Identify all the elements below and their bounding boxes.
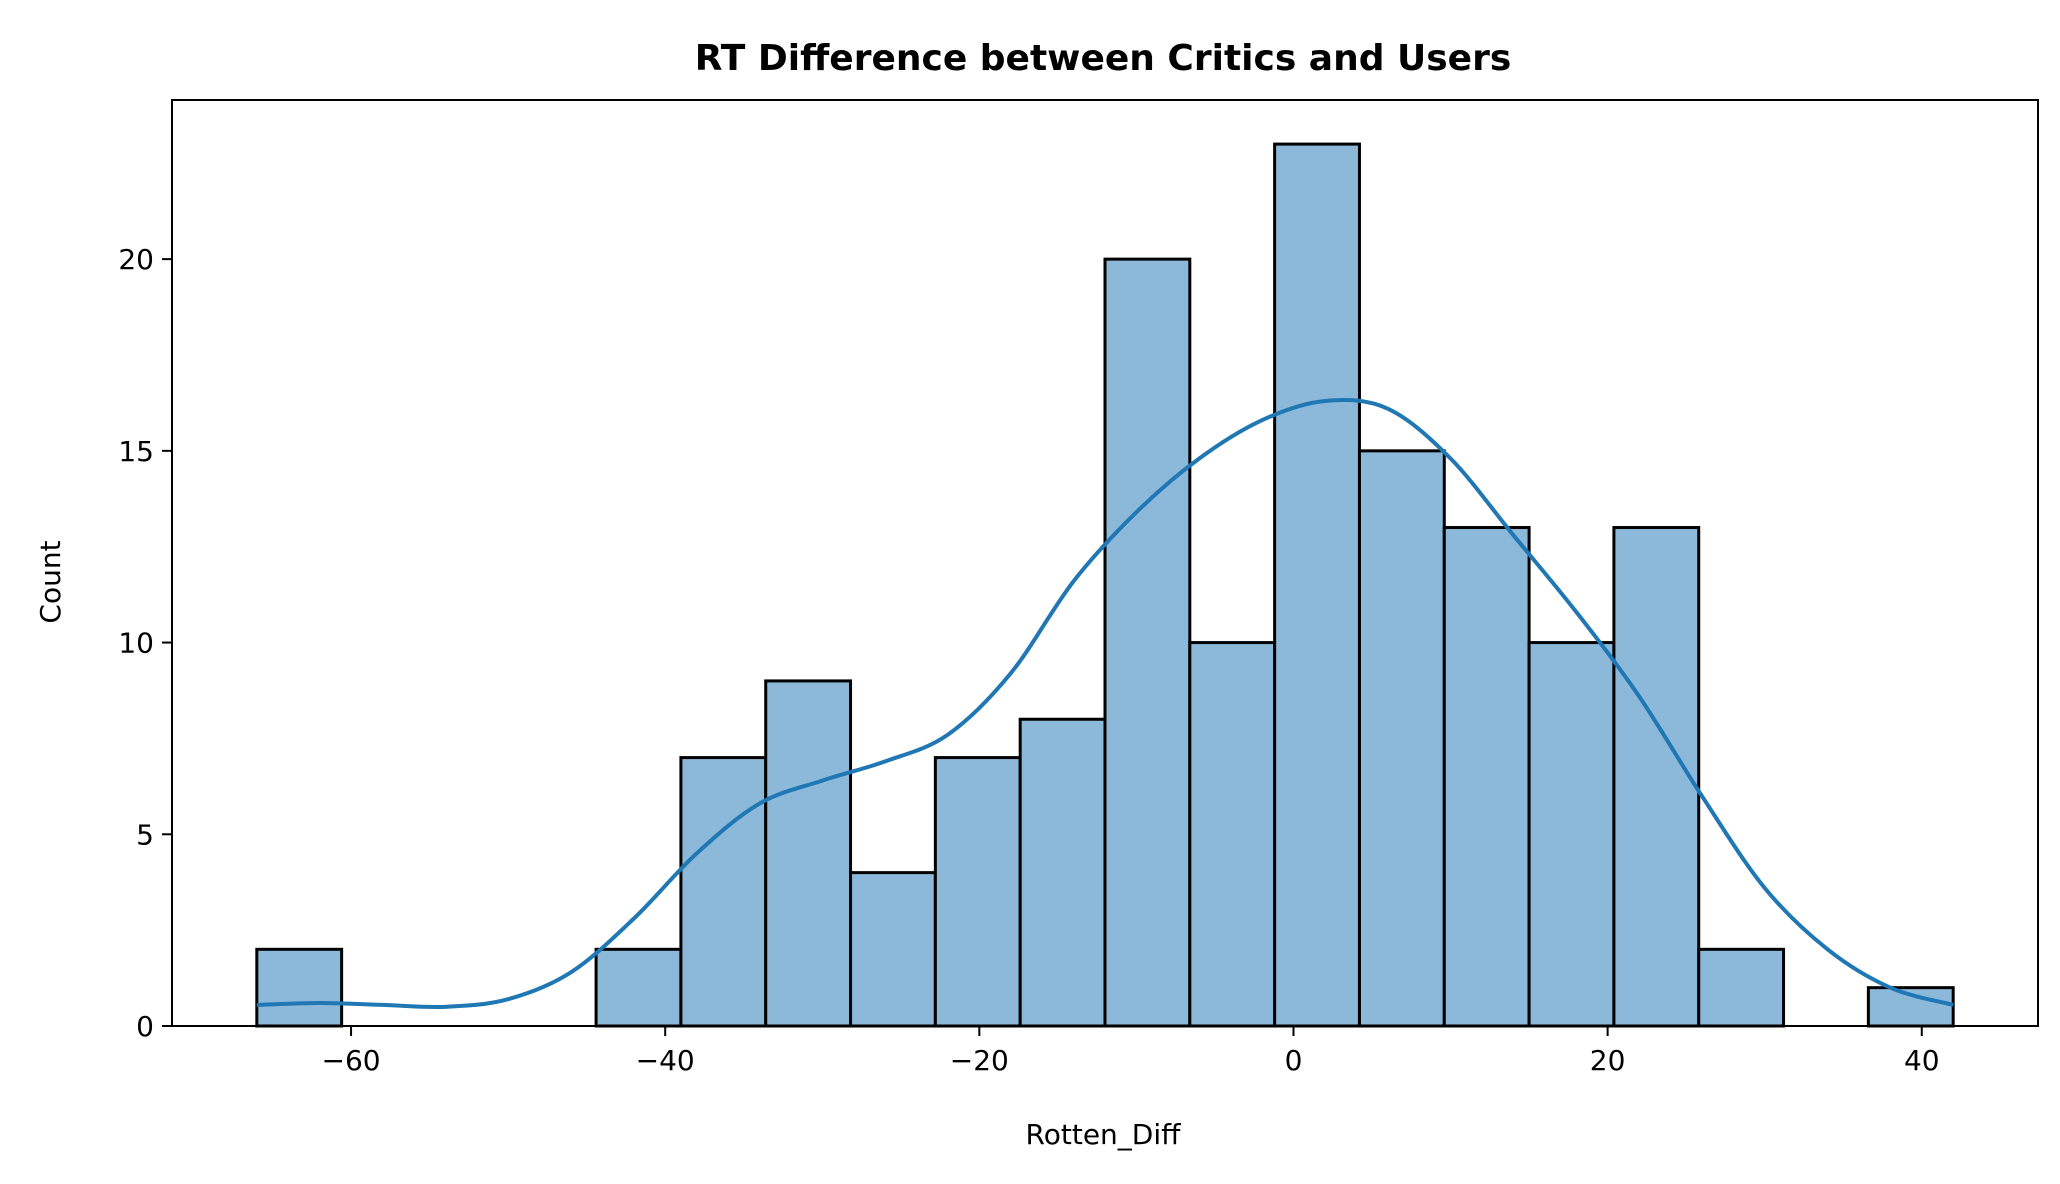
y-tick-label: 10	[118, 627, 154, 660]
x-axis-label: Rotten_Diff	[1026, 1118, 1182, 1151]
y-axis-label: Count	[34, 540, 67, 623]
y-tick-label: 15	[118, 435, 154, 468]
chart-title: RT Difference between Critics and Users	[695, 38, 1512, 79]
x-tick-label: −20	[950, 1044, 1009, 1077]
histogram-bar	[1527, 641, 1616, 1028]
y-tick-label: 5	[136, 818, 154, 851]
y-tick-label: 0	[136, 1010, 154, 1043]
histogram-bar	[764, 679, 853, 1028]
y-tick-label: 20	[118, 243, 154, 276]
histogram-bar	[1018, 717, 1107, 1028]
kde-curve	[256, 398, 1954, 1010]
x-tick-label: 40	[1904, 1044, 1940, 1077]
histogram-bar	[594, 947, 683, 1028]
x-tick-label: −60	[322, 1044, 381, 1077]
histogram-bar	[849, 871, 937, 1028]
histogram-bar	[933, 756, 1022, 1028]
histogram-bars	[255, 142, 1955, 1028]
histogram-bar	[1103, 257, 1192, 1028]
histogram-bar	[1612, 526, 1701, 1028]
x-axis-ticks: −60 −40 −20 0 20 40	[322, 1026, 1940, 1077]
y-axis-ticks: 0 5 10 15 20	[118, 243, 172, 1043]
x-tick-label: 0	[1285, 1044, 1303, 1077]
x-tick-label: 20	[1590, 1044, 1626, 1077]
histogram-bar	[1357, 449, 1446, 1028]
histogram-bar	[679, 756, 768, 1028]
histogram-bar	[1273, 142, 1361, 1028]
histogram-bar	[1442, 526, 1531, 1028]
plot-frame	[171, 99, 2039, 1027]
histogram-bar	[1697, 947, 1786, 1028]
histogram-bar	[1188, 641, 1277, 1028]
histogram-bar	[255, 947, 344, 1028]
x-tick-label: −40	[636, 1044, 695, 1077]
